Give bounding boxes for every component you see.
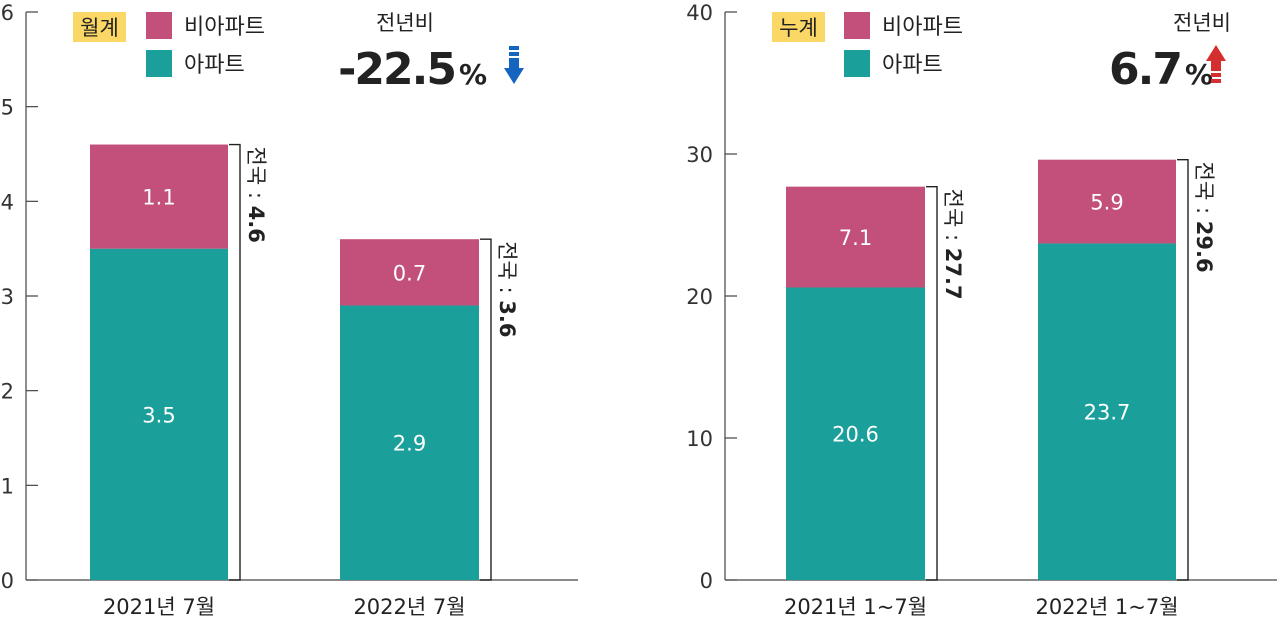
y-tick-label: 0 [700, 569, 713, 593]
svg-text:전국 : 3.6: 전국 : 3.6 [495, 241, 519, 337]
y-tick-label: 10 [686, 427, 713, 451]
bar-segment-non-apartment [786, 186, 925, 288]
total-value: 27.7 [941, 248, 965, 300]
legend-label: 아파트 [184, 53, 245, 78]
badge-label: 누계 [779, 16, 818, 40]
legend-label: 비아파트 [882, 15, 963, 40]
chart-panel-1: 0 1 2 3 4 5 6 3.5 1.1 전국 : 4.6 2021년 7월 2.9 0.7 전국 : … [1, 1, 578, 619]
bar-segment-apartment [1038, 243, 1176, 580]
y-tick-label: 1 [1, 474, 14, 498]
data-label: 2.9 [393, 432, 426, 456]
svg-text:전국 : 29.6: 전국 : 29.6 [1192, 162, 1216, 273]
y-tick-label: 40 [686, 1, 713, 25]
yoy-unit: % [1185, 58, 1213, 91]
data-label: 1.1 [142, 186, 175, 210]
total-prefix: 전국 : [1192, 162, 1216, 221]
data-label: 23.7 [1084, 401, 1131, 425]
data-label: 5.9 [1090, 191, 1123, 215]
y-tick-label: 2 [1, 380, 14, 404]
svg-text:전국 : 4.6: 전국 : 4.6 [244, 147, 268, 243]
data-label: 20.6 [832, 423, 879, 447]
total-label: 전국 : 4.6 [244, 147, 268, 243]
y-tick-label: 5 [1, 96, 14, 120]
legend-swatch [844, 12, 870, 39]
total-label: 전국 : 29.6 [1192, 162, 1216, 273]
badge-background [73, 12, 126, 42]
bar-segment-apartment [340, 305, 479, 580]
yoy-value: 6.7 [1109, 44, 1181, 95]
legend-label: 아파트 [882, 53, 943, 78]
total-prefix: 전국 : [941, 189, 965, 248]
total-value: 4.6 [244, 206, 268, 243]
total-value: 29.6 [1192, 221, 1216, 273]
total-value: 3.6 [495, 300, 519, 337]
total-label: 전국 : 3.6 [495, 241, 519, 337]
data-label: 3.5 [142, 403, 175, 427]
arrow-down-icon [504, 46, 524, 84]
badge-label: 월계 [80, 16, 119, 40]
total-bracket [926, 185, 938, 581]
total-prefix: 전국 : [244, 147, 268, 206]
yoy-value: -22.5 [338, 44, 455, 95]
legend-swatch [146, 12, 172, 39]
bar-segment-non-apartment [340, 239, 479, 306]
data-label: 7.1 [839, 226, 872, 250]
badge-background [772, 12, 825, 42]
svg-text:6.7: 6.7 [1109, 44, 1181, 95]
yoy-unit: % [459, 58, 487, 91]
legend-label: 비아파트 [184, 15, 265, 40]
x-category-label: 2022년 1~7월 [1035, 595, 1178, 619]
data-label: 0.7 [393, 261, 426, 285]
svg-text:-22.5: -22.5 [338, 44, 455, 95]
total-bracket [229, 143, 241, 581]
total-bracket [480, 238, 492, 581]
x-category-label: 2021년 1~7월 [784, 595, 927, 619]
legend-swatch [844, 50, 870, 77]
yoy-label: 전년비 [376, 11, 434, 35]
bar-segment-apartment [786, 287, 925, 580]
x-category-label: 2022년 7월 [353, 595, 465, 619]
y-tick-label: 0 [1, 569, 14, 593]
yoy-label: 전년비 [1173, 11, 1231, 35]
x-category-label: 2021년 7월 [103, 595, 215, 619]
total-prefix: 전국 : [495, 241, 519, 300]
bar-segment-non-apartment [1038, 159, 1176, 244]
total-label: 전국 : 27.7 [941, 189, 965, 300]
y-tick-label: 3 [1, 285, 14, 309]
y-tick-label: 6 [1, 1, 14, 25]
y-tick-label: 20 [686, 285, 713, 309]
chart-panel-2: 0 10 20 30 40 20.6 7.1 전국 : 27.7 2021년 1~7월 23.7 5… [686, 1, 1277, 619]
bar-segment-apartment [90, 248, 228, 580]
total-bracket [1177, 158, 1189, 581]
legend-swatch [146, 50, 172, 77]
y-tick-label: 4 [1, 190, 14, 214]
bar-segment-non-apartment [90, 144, 228, 249]
y-tick-label: 30 [686, 143, 713, 167]
arrow-up-icon [1206, 45, 1226, 83]
svg-text:전국 : 27.7: 전국 : 27.7 [941, 189, 965, 300]
